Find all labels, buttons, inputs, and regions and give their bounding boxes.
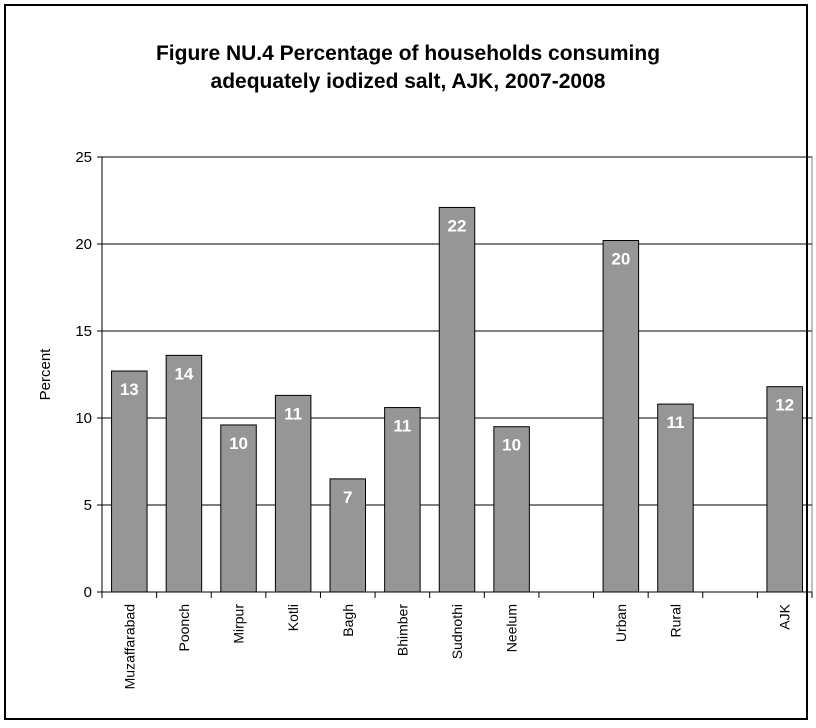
data-label: 20 [611,250,630,269]
bar [274,394,312,593]
data-label: 7 [343,488,352,507]
chart-title-line-1: Figure NU.4 Percentage of households con… [155,42,661,65]
bar [111,370,148,593]
bar [384,407,421,593]
y-tick-label: 0 [84,584,92,601]
x-tick-label: Urban [613,604,629,642]
y-tick-label: 5 [84,497,92,514]
data-label: 11 [284,404,302,423]
y-tick-label: 20 [75,236,92,253]
x-tick-label: Kotli [285,604,301,631]
x-tick-label: Mirpur [231,604,247,644]
bar [493,426,530,593]
chart-frame [4,4,808,720]
data-label: 11 [666,413,684,432]
labels: 0 5 10 15 20 25 13 14 10 11 7 11 22 10 20 11 12 Muzaffara… [75,149,794,689]
data-label: 10 [502,436,521,455]
x-tick-label: Bagh [340,604,356,637]
data-label: 13 [120,380,139,399]
y-axis-label: Percent [37,348,54,401]
x-tick-label: Poonch [176,604,192,651]
y-tick-label: 25 [75,149,92,166]
bars [111,206,803,593]
x-tick-label: Bhimber [394,604,410,656]
bar [602,240,640,593]
bar [329,478,367,593]
chart-title-line-2: adequately iodized salt, AJK, 2007-2008 [210,70,606,93]
data-label: 22 [448,216,467,235]
data-label: 11 [393,417,411,436]
data-label: 10 [229,434,248,453]
y-tick-label: 10 [75,410,92,427]
bar [657,403,694,593]
x-tick-label: Sudnothi [449,604,465,659]
axes [97,156,813,598]
chart-title: Figure NU.4 Percentage of households con… [0,40,816,96]
x-tick-label: Neelum [504,604,520,652]
data-label: 14 [174,364,193,383]
bar [220,424,257,593]
y-tick-label: 15 [75,323,92,340]
x-tick-label: AJK [777,603,793,629]
x-tick-label: Muzaffarabad [121,604,137,689]
bar [438,206,476,593]
bar [766,386,803,593]
bar [165,354,203,593]
x-tick-label: Rural [667,604,683,637]
data-label: 12 [775,396,794,415]
